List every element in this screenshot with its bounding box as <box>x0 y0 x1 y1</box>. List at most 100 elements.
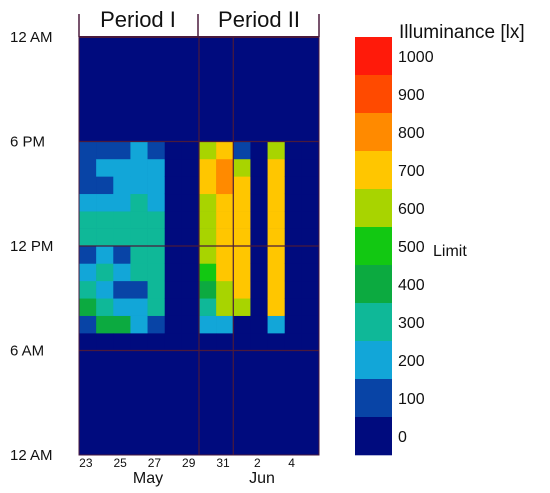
heatmap-cell <box>130 280 148 299</box>
heatmap-cell <box>284 141 303 160</box>
heatmap-cell <box>301 280 320 299</box>
heatmap-cell <box>96 193 114 212</box>
y-tick-labels: 12 AM 6 AM 12 PM 6 PM 12 AM <box>10 29 53 464</box>
heatmap-cell <box>301 263 320 282</box>
heatmap-cell <box>284 263 303 282</box>
heatmap-cell <box>96 246 114 264</box>
heatmap-cell <box>181 280 200 299</box>
colorbar-tick-label: 900 <box>398 87 425 104</box>
heatmap-cell <box>147 246 166 264</box>
heatmap-cell <box>250 211 268 229</box>
heatmap-cell <box>130 158 148 177</box>
heatmap-cell <box>301 158 320 177</box>
heatmap-cell <box>267 176 286 195</box>
heatmap-cell <box>199 141 217 160</box>
x-tick-label: 25 <box>113 456 127 470</box>
heatmap-cell <box>147 315 166 334</box>
heatmap-cell <box>284 158 303 177</box>
heatmap-cell <box>216 333 234 351</box>
heatmap-cell <box>199 228 217 247</box>
heatmap-cell <box>79 298 97 316</box>
period-label-2: Period II <box>218 7 300 32</box>
colorbar-band <box>355 113 392 152</box>
heatmap-cell <box>181 141 200 160</box>
heatmap-cell <box>199 280 217 299</box>
colorbar-tick-label: 300 <box>398 315 425 332</box>
heatmap-cell <box>164 246 183 264</box>
colorbar-limit-label: Limit <box>433 243 467 260</box>
heatmap-cell <box>113 211 131 229</box>
heatmap-cell <box>181 263 200 282</box>
heatmap-cell <box>233 158 251 177</box>
heatmap-cell <box>147 280 166 299</box>
x-tick-label: 29 <box>182 456 196 470</box>
heatmap-cell <box>233 211 251 229</box>
heatmap-cell <box>96 158 114 177</box>
colorbar-band <box>355 151 392 190</box>
heatmap-cell <box>199 176 217 195</box>
heatmap-cell <box>130 298 148 316</box>
heatmap-cell <box>130 141 148 160</box>
heatmap-cell <box>79 141 97 160</box>
colorbar-tick-label: 1000 <box>398 49 434 66</box>
heatmap-cell <box>284 298 303 316</box>
heatmap-cell <box>267 280 286 299</box>
heatmap-cell <box>199 193 217 212</box>
y-tick-label: 12 AM <box>10 447 53 464</box>
heatmap-cell <box>181 333 200 351</box>
colorbar-band <box>355 75 392 114</box>
heatmap-cell <box>216 141 234 160</box>
heatmap-cell <box>164 298 183 316</box>
heatmap-cell <box>216 176 234 195</box>
heatmap-cell <box>233 193 251 212</box>
month-label-may: May <box>133 470 163 487</box>
x-tick-label: 31 <box>216 456 230 470</box>
heatmap-cell <box>147 211 166 229</box>
x-tick-label: 2 <box>254 456 261 470</box>
colorbar-band <box>355 227 392 266</box>
heatmap-cell <box>233 280 251 299</box>
heatmap-cell <box>216 263 234 282</box>
colorbar-tick-label: 200 <box>398 353 425 370</box>
heatmap-cell <box>284 246 303 264</box>
heatmap-cell <box>199 211 217 229</box>
heatmap-cell <box>267 211 286 229</box>
heatmap-cell <box>233 228 251 247</box>
colorbar-band <box>355 379 392 418</box>
heatmap-cell <box>199 333 217 351</box>
colorbar-tick-label: 100 <box>398 391 425 408</box>
heatmap-cell <box>216 193 234 212</box>
heatmap-cell <box>284 211 303 229</box>
heatmap-cell <box>267 315 286 334</box>
heatmap-cell <box>267 333 286 351</box>
heatmap-cell <box>164 176 183 195</box>
heatmap-cell <box>301 176 320 195</box>
colorbar-band <box>355 303 392 342</box>
x-tick-labels: 23 25 27 29 31 2 4 <box>79 456 295 470</box>
heatmap-cell <box>130 228 148 247</box>
heatmap-cell <box>216 211 234 229</box>
heatmap-cell <box>233 298 251 316</box>
heatmap-cell <box>79 315 97 334</box>
heatmap-cell <box>233 263 251 282</box>
heatmap-cell <box>199 246 217 264</box>
plot-frame <box>78 36 320 456</box>
y-tick-label: 12 AM <box>10 29 53 46</box>
heatmap-cell <box>113 158 131 177</box>
heatmap-cell <box>216 315 234 334</box>
heatmap-cell <box>199 263 217 282</box>
colorbar-band <box>355 265 392 304</box>
heatmap-cell <box>284 280 303 299</box>
heatmap-cell <box>181 176 200 195</box>
heatmap-cell <box>233 176 251 195</box>
heatmap-cell <box>181 228 200 247</box>
heatmap-cell <box>267 141 286 160</box>
heatmap-cell <box>250 141 268 160</box>
heatmap-cell <box>79 176 97 195</box>
heatmap-cell <box>216 280 234 299</box>
heatmap-cell <box>130 333 148 351</box>
heatmap-cell <box>199 158 217 177</box>
y-tick-label: 6 PM <box>10 134 45 151</box>
heatmap-cell <box>267 228 286 247</box>
